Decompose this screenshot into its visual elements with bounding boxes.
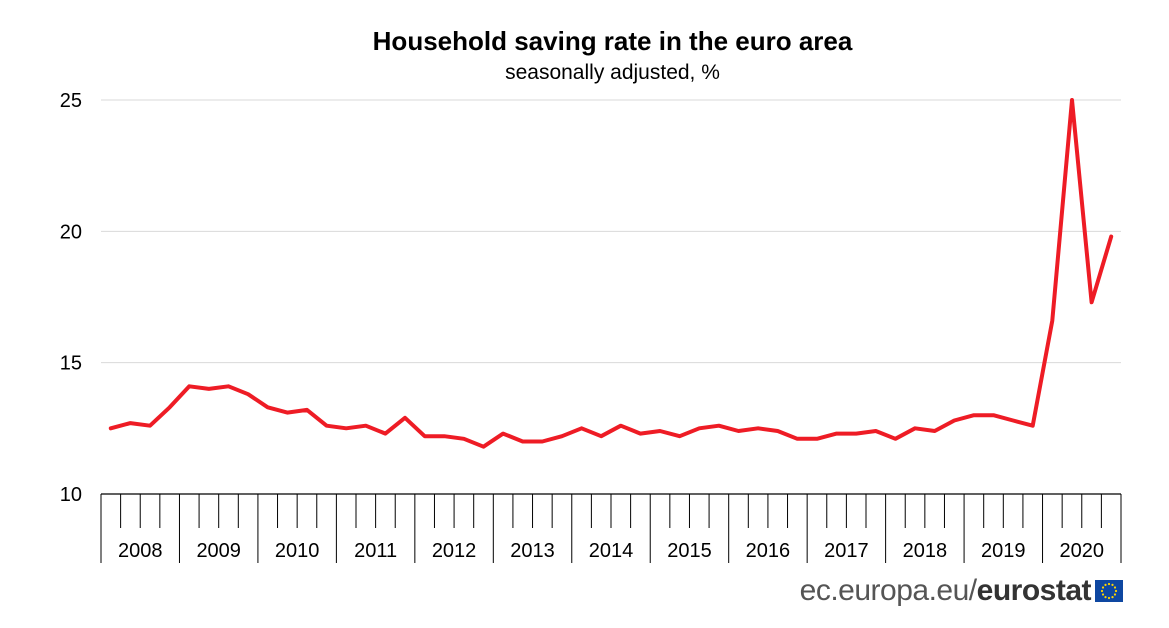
x-tick-label: 2020 [1060, 540, 1105, 562]
x-tick-label: 2011 [354, 540, 397, 562]
y-tick-label: 10 [60, 484, 82, 506]
eurostat-footer: ec.europa.eu/eurostat [800, 574, 1123, 608]
x-tick-label: 2010 [275, 540, 320, 562]
footer-brand: eurostat [976, 574, 1092, 607]
x-tick-label: 2016 [746, 540, 791, 562]
eu-flag-icon [1095, 580, 1123, 602]
y-tick-label: 15 [60, 353, 82, 375]
series-group [108, 98, 1114, 449]
saving-rate-line [108, 98, 1114, 449]
x-tick-label: 2008 [118, 540, 163, 562]
x-tick-label: 2014 [589, 540, 634, 562]
x-tick-label: 2018 [903, 540, 948, 562]
x-tick-label: 2013 [510, 540, 555, 562]
grid-lines [101, 99, 1121, 364]
x-tick-label: 2015 [667, 540, 712, 562]
x-axis: 2008 2009 2010 2011 2012 2013 2014 2015 2016 2017… [100, 493, 1122, 563]
y-tick-label: 20 [60, 221, 82, 243]
x-tick-label: 2019 [981, 540, 1026, 562]
y-axis: 10 15 20 25 [60, 90, 82, 506]
y-tick-label: 25 [60, 90, 82, 112]
x-tick-label: 2017 [824, 540, 869, 562]
chart-title: Household saving rate in the euro area [372, 26, 853, 56]
footer-url: ec.europa.eu/ [799, 574, 977, 607]
x-tick-label: 2009 [196, 540, 241, 562]
chart-subtitle: seasonally adjusted, % [505, 61, 720, 84]
x-tick-label: 2012 [432, 540, 477, 562]
